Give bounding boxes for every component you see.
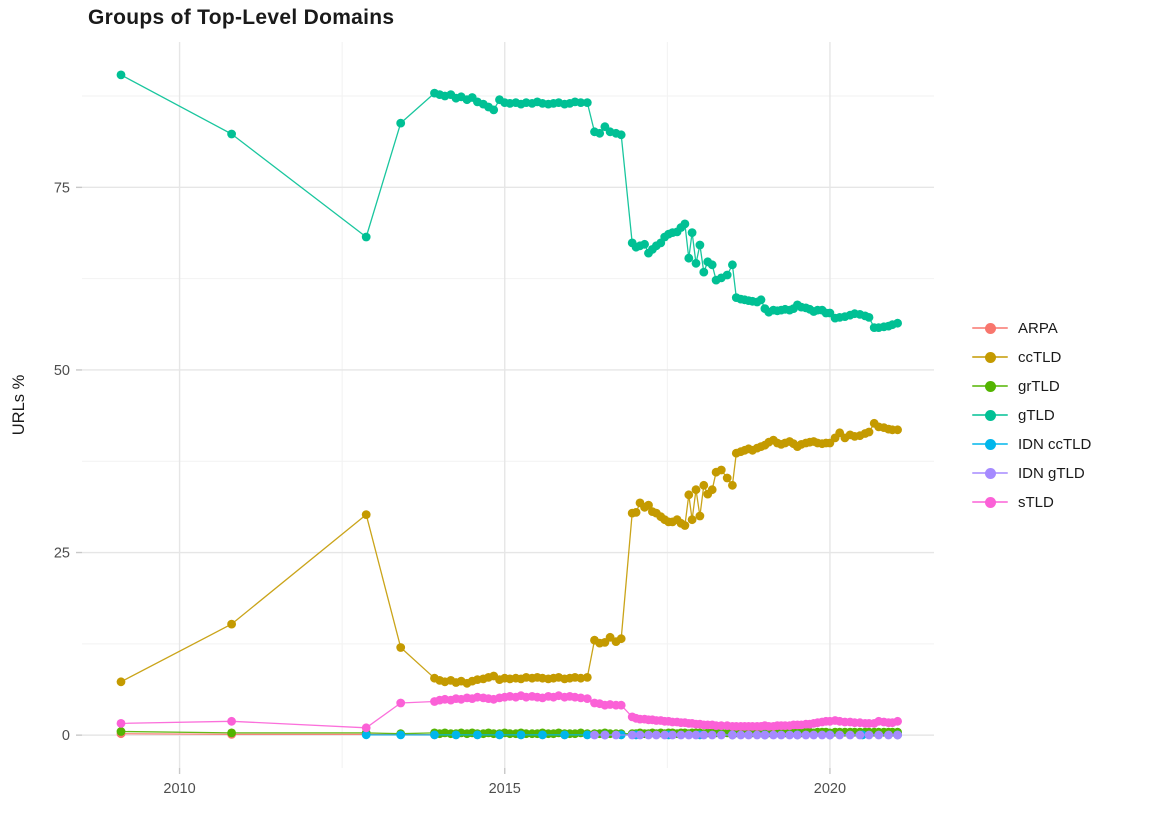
series-stld: [116, 691, 902, 733]
x-tick-label: 2020: [814, 781, 846, 797]
legend-item-stld: sTLD: [972, 492, 1091, 512]
legend-item-idn-gtld: IDN gTLD: [972, 463, 1091, 483]
axis-tick-marks: [76, 186, 831, 774]
legend-item-cctld: ccTLD: [972, 347, 1091, 367]
y-axis-title: URLs %: [10, 374, 28, 435]
legend-item-gtld: gTLD: [972, 405, 1091, 425]
y-tick-label: 0: [62, 728, 70, 744]
legend-key-swatch: [972, 405, 1008, 425]
gridlines-major: [82, 42, 934, 768]
series-cctld: [116, 418, 902, 688]
y-tick-label: 50: [54, 363, 70, 379]
legend-item-arpa: ARPA: [972, 318, 1091, 338]
y-tick-label: 25: [54, 546, 70, 562]
legend-key-swatch: [972, 463, 1008, 483]
series-idn-gtld: [590, 730, 902, 740]
legend-key-swatch: [972, 434, 1008, 454]
legend: ARPA ccTLD grTLD gTLD IDN ccTLD IDN gTLD sTLD: [972, 318, 1091, 512]
legend-label: IDN ccTLD: [1018, 435, 1092, 453]
legend-label: ccTLD: [1018, 348, 1062, 366]
axis-tick-labels: 2010 2015 2020 0 25 50 75: [54, 180, 846, 797]
legend-key-swatch: [972, 347, 1008, 367]
legend-label: ARPA: [1018, 319, 1058, 337]
legend-item-idn-cctld: IDN ccTLD: [972, 434, 1091, 454]
y-tick-label: 75: [54, 180, 70, 196]
legend-label: gTLD: [1018, 406, 1055, 424]
legend-label: grTLD: [1018, 377, 1060, 395]
legend-label: IDN gTLD: [1018, 464, 1085, 482]
legend-item-grtld: grTLD: [972, 376, 1091, 396]
legend-key-swatch: [972, 318, 1008, 338]
legend-key-swatch: [972, 376, 1008, 396]
x-tick-label: 2010: [163, 781, 195, 797]
legend-key-swatch: [972, 492, 1008, 512]
data-series-layer: [116, 70, 902, 740]
series-gtld: [116, 70, 902, 332]
chart-title: Groups of Top-Level Domains: [88, 6, 395, 29]
gridlines-minor: [82, 42, 934, 768]
legend-label: sTLD: [1018, 493, 1054, 511]
x-tick-label: 2015: [489, 781, 521, 797]
